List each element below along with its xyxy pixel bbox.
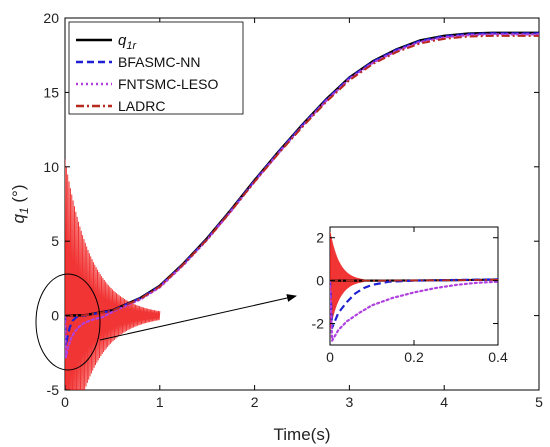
main-x-tick-label: 1 bbox=[156, 394, 164, 410]
main-series-bfasmc-nn bbox=[65, 32, 539, 347]
legend-label: LADRC bbox=[118, 98, 165, 114]
inset-y-tick-label: -2 bbox=[312, 316, 325, 332]
ladrc-oscillation-band bbox=[65, 159, 161, 390]
inset-y-tick-label: 0 bbox=[316, 273, 324, 289]
inset-series-ladrc bbox=[330, 278, 498, 282]
main-x-tick-label: 2 bbox=[251, 394, 259, 410]
main-x-tick-label: 0 bbox=[61, 394, 69, 410]
legend-label: q1r bbox=[118, 32, 137, 52]
inset-series-bfasmc-nn bbox=[330, 278, 498, 329]
main-y-tick-label: 15 bbox=[43, 84, 59, 100]
inset-x-tick-label: 0.4 bbox=[488, 349, 508, 365]
zoom-arrow bbox=[99, 294, 297, 341]
inset-series-group bbox=[330, 278, 498, 342]
main-series-ladrc bbox=[65, 34, 539, 317]
zoom-region-ellipse bbox=[35, 273, 101, 371]
main-x-tick-label: 3 bbox=[346, 394, 354, 410]
legend-label: BFASMC-NN bbox=[118, 54, 200, 70]
main-x-tick-label: 5 bbox=[535, 394, 543, 410]
y-axis-label: q1 (°) bbox=[9, 185, 31, 224]
inset-y-tick-label: 2 bbox=[316, 230, 324, 246]
main-y-tick-label: 0 bbox=[51, 308, 59, 324]
inset-x-tick-label: 0.2 bbox=[404, 349, 424, 365]
inset-x-ticks: 0 0.2 0.4 bbox=[326, 227, 508, 365]
main-y-tick-label: 10 bbox=[43, 159, 59, 175]
inset-plot: 0 0.2 0.4 -2 0 2 bbox=[312, 226, 508, 365]
inset-x-tick-label: 0 bbox=[326, 349, 334, 365]
main-y-tick-label: -5 bbox=[47, 382, 60, 398]
legend-label: FNTSMC-LESO bbox=[118, 76, 218, 92]
main-y-tick-label: 5 bbox=[51, 233, 59, 249]
legend-box bbox=[68, 21, 244, 115]
inset-plot-frame bbox=[329, 226, 499, 346]
main-ladrc-oscillation bbox=[65, 159, 161, 390]
main-x-tick-label: 4 bbox=[440, 394, 448, 410]
inset-y-ticks: -2 0 2 bbox=[312, 230, 498, 332]
inset-series-fntsmc-leso bbox=[330, 279, 498, 342]
main-series-fntsmc-leso bbox=[65, 33, 539, 359]
main-series-group bbox=[65, 31, 539, 359]
x-axis-label: Time(s) bbox=[274, 425, 331, 444]
main-y-tick-label: 20 bbox=[43, 10, 59, 26]
legend: q1r BFASMC-NN FNTSMC-LESO LADRC bbox=[68, 21, 244, 115]
